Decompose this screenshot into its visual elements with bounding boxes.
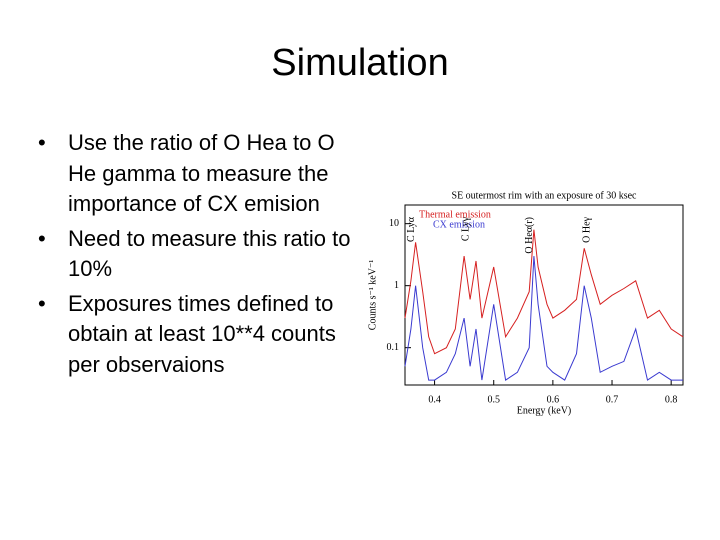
- legend-entry: CX emission: [433, 219, 485, 230]
- line-label: O Heα(r): [524, 217, 535, 254]
- line-label: C Lyγ: [460, 216, 471, 241]
- x-tick-label: 0.8: [665, 394, 678, 405]
- plot-frame: [404, 204, 684, 386]
- y-tick-label: 1: [394, 280, 399, 291]
- line-label: O Heγ: [582, 216, 593, 242]
- x-tick-label: 0.6: [547, 394, 560, 405]
- line-label: C Lyα: [406, 216, 417, 242]
- x-axis-label: Energy (keV): [517, 405, 572, 416]
- x-tick-label: 0.7: [606, 394, 619, 405]
- series-line: [404, 256, 683, 381]
- bullet: Need to measure this ratio to 10%: [36, 224, 354, 285]
- legend-entry: Thermal emission: [419, 209, 491, 220]
- bullet-list: Use the ratio of O Hea to O He gamma to …: [36, 128, 354, 384]
- bullet: Exposures times defined to obtain at lea…: [36, 289, 354, 381]
- y-axis-label: Counts s⁻¹ keV⁻¹: [367, 260, 378, 330]
- y-tick-label: 10: [389, 218, 399, 229]
- x-tick-label: 0.4: [428, 394, 441, 405]
- x-tick-label: 0.5: [487, 394, 500, 405]
- y-tick-label: 0.1: [387, 342, 400, 353]
- slide-title: Simulation: [271, 42, 449, 84]
- chart-title: SE outermost rim with an exposure of 30 …: [452, 190, 638, 201]
- series-line: [404, 229, 684, 355]
- bullet: Use the ratio of O Hea to O He gamma to …: [36, 128, 354, 220]
